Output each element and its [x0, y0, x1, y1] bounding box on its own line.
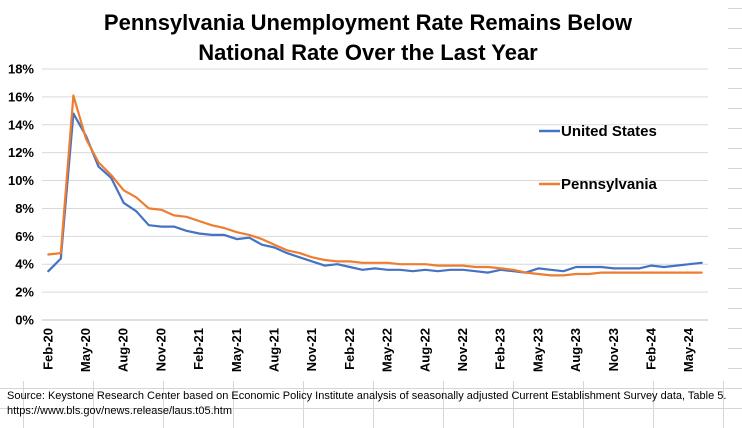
- x-tick-label: Feb-23: [493, 328, 508, 370]
- x-tick-label: May-20: [78, 328, 93, 372]
- y-tick-label: 0%: [15, 313, 34, 328]
- x-tick-label: Aug-22: [417, 328, 432, 372]
- source-note: Source: Keystone Research Center based o…: [7, 389, 727, 419]
- source-line-2: https://www.bls.gov/news.release/laus.t0…: [7, 405, 232, 417]
- y-tick-label: 14%: [8, 117, 34, 132]
- x-tick-label: Feb-22: [342, 328, 357, 370]
- y-tick-label: 12%: [8, 145, 34, 160]
- series-line-united-states: [47, 112, 703, 274]
- y-tick-label: 8%: [15, 201, 34, 216]
- legend-label-united-states: United States: [561, 123, 657, 140]
- x-tick-label: Feb-24: [643, 327, 658, 370]
- y-tick-label: 18%: [8, 62, 34, 77]
- y-tick-label: 2%: [15, 285, 34, 300]
- x-tick-label: Nov-22: [455, 328, 470, 371]
- x-tick-label: Aug-20: [116, 328, 131, 372]
- y-tick-label: 6%: [15, 229, 34, 244]
- x-tick-label: May-21: [229, 328, 244, 372]
- y-tick-label: 4%: [15, 257, 34, 272]
- x-tick-label: Aug-21: [266, 328, 281, 372]
- legend-label-pennsylvania: Pennsylvania: [561, 176, 658, 193]
- x-tick-label: May-23: [530, 328, 545, 372]
- source-line-1: Source: Keystone Research Center based o…: [7, 390, 727, 402]
- x-tick-label: May-24: [681, 327, 696, 372]
- x-tick-label: Nov-23: [606, 328, 621, 371]
- x-tick-label: Aug-23: [568, 328, 583, 372]
- x-tick-label: Nov-20: [153, 328, 168, 371]
- x-tick-label: Feb-21: [191, 328, 206, 370]
- x-tick-label: Feb-20: [40, 328, 55, 370]
- chart-title-line-1: Pennsylvania Unemployment Rate Remains B…: [103, 10, 633, 35]
- chart-title: Pennsylvania Unemployment Rate Remains B…: [0, 8, 736, 68]
- chart-title-line-2: National Rate Over the Last Year: [198, 40, 538, 65]
- y-tick-label: 16%: [8, 89, 34, 104]
- chart-area: [0, 0, 728, 381]
- x-tick-label: Nov-21: [304, 328, 319, 371]
- y-tick-label: 10%: [8, 173, 34, 188]
- x-tick-label: May-22: [380, 328, 395, 372]
- series-line-pennsylvania: [47, 94, 703, 277]
